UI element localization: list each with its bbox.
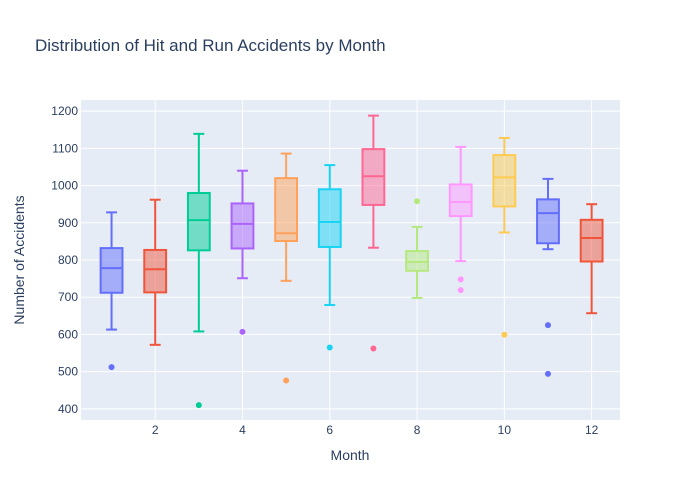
box-month-8 [405,198,429,299]
y-tick-label: 500 [58,365,78,379]
outlier-point [414,198,421,205]
chart-title: Distribution of Hit and Run Accidents by… [35,36,386,55]
y-tick-label: 1200 [51,104,78,118]
x-tick-label: 6 [326,423,333,437]
outlier-point [544,370,551,377]
outlier-point [544,322,551,329]
iqr-box [492,154,517,208]
iqr-box [579,218,604,263]
x-axis-ticks: 2 4 6 8 10 12 [152,423,599,437]
box-month-4 [230,169,255,335]
outlier-point [326,344,333,351]
iqr-box [99,247,124,294]
iqr-box [448,183,473,218]
box-layer [99,114,604,409]
iqr-box [274,177,299,243]
x-axis-title: Month [331,447,370,463]
box-month-1 [99,211,124,371]
x-tick-label: 8 [414,423,421,437]
outlier-point [370,345,377,352]
box-month-9 [448,145,473,294]
outlier-point [457,287,464,294]
y-axis-title: Number of Accidents [11,195,27,324]
x-tick-label: 10 [498,423,512,437]
iqr-box [143,248,168,294]
outlier-point [501,331,508,338]
outlier-point [239,328,246,335]
x-tick-label: 2 [152,423,159,437]
box-month-7 [361,114,386,352]
iqr-box [186,192,211,252]
box-month-5 [274,152,299,384]
outlier-point [457,276,464,283]
y-axis-ticks: 400 500 600 700 800 900 1000 1100 1200 [51,104,78,416]
y-tick-label: 400 [58,402,78,416]
outlier-point [283,377,290,384]
y-tick-label: 800 [58,253,78,267]
outlier-point [195,402,202,409]
x-tick-label: 4 [239,423,246,437]
box-month-11 [536,177,560,377]
y-tick-label: 600 [58,327,78,341]
box-month-3 [186,132,211,409]
x-tick-label: 12 [585,423,599,437]
box-month-6 [317,164,342,351]
outlier-point [108,364,115,371]
box-month-10 [492,136,517,338]
box-month-12 [579,203,604,315]
y-tick-label: 1000 [51,179,78,193]
iqr-box [536,198,560,245]
box-month-2 [143,198,168,346]
iqr-box [230,202,255,250]
y-tick-label: 1100 [52,141,78,155]
iqr-box [317,188,342,248]
y-tick-label: 900 [58,216,78,230]
y-tick-label: 700 [58,290,78,304]
